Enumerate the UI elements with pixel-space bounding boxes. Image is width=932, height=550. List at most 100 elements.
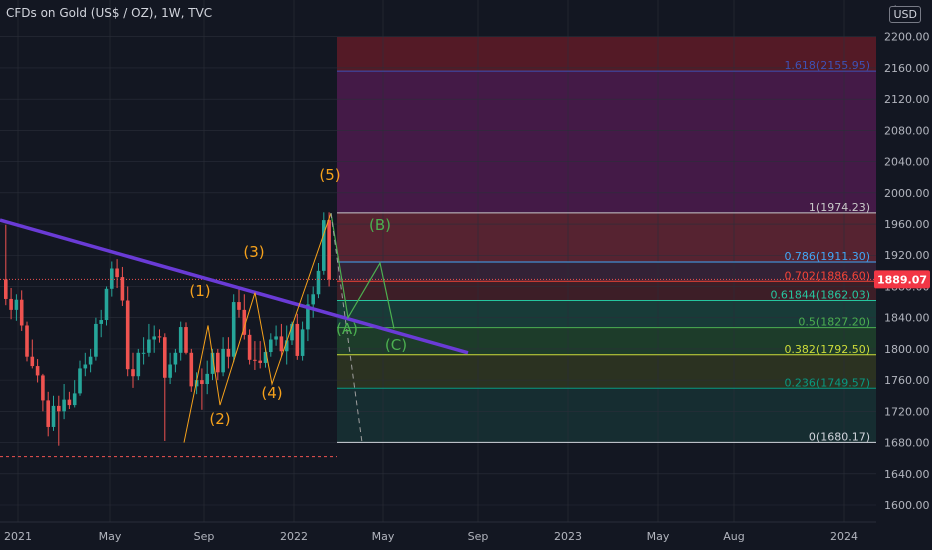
last-price-tag [874, 270, 930, 289]
candle-body [221, 348, 225, 373]
candle-body [4, 279, 8, 299]
candle-body [19, 299, 24, 326]
candle-body [311, 294, 315, 305]
candle-body [46, 400, 50, 427]
candle-body [237, 302, 241, 310]
candle-body [231, 302, 236, 357]
price-tick-label: 1920.00 [884, 249, 930, 262]
fib-zone [337, 388, 876, 443]
corrective-wave-path [330, 212, 395, 329]
price-tick-label: 2000.00 [884, 187, 930, 200]
fib-level-label: 0.61844(1862.03) [770, 288, 870, 301]
price-tick-label: 1760.00 [884, 374, 930, 387]
candle-body [322, 220, 326, 271]
impulse-wave-path [183, 212, 332, 443]
last-price-value: 1889.07 [877, 273, 927, 286]
price-tick-label: 1840.00 [884, 312, 930, 325]
candle-body [216, 352, 220, 373]
candle-body [141, 352, 146, 354]
candle-body [94, 323, 98, 357]
time-tick-label: 2023 [554, 530, 582, 543]
fib-level-label: 0(1680.17) [809, 430, 870, 443]
price-axis[interactable]: 1600.00 1640.00 1680.00 1720.00 1760.00 1800.… [874, 0, 932, 550]
price-tick-label: 2160.00 [884, 62, 930, 75]
candle-body [51, 405, 56, 427]
candle-body [9, 298, 13, 310]
fib-zone [337, 262, 876, 282]
candle-body [62, 399, 66, 412]
time-tick-label: May [372, 530, 395, 543]
candle-body [67, 399, 72, 406]
price-tick-label: 2040.00 [884, 156, 930, 169]
price-tick-label: 1720.00 [884, 405, 930, 418]
trendline [0, 218, 469, 355]
candle-body [200, 380, 204, 385]
candle-body [327, 220, 331, 280]
grid [0, 0, 876, 522]
candle-body [25, 325, 29, 357]
candle-body [205, 373, 209, 385]
candle-body [147, 339, 151, 353]
wave-label: (4) [261, 384, 282, 402]
time-tick-label: 2022 [280, 530, 308, 543]
time-tick-label: 2024 [830, 530, 858, 543]
time-tick-label: 2021 [4, 530, 32, 543]
candle-body [120, 277, 125, 301]
candle-body [163, 337, 167, 378]
candle-body [178, 327, 183, 353]
candle-body [269, 339, 273, 353]
candle-body [104, 288, 109, 321]
wave-label: (3) [243, 243, 264, 261]
wave-label: (2) [209, 410, 230, 428]
time-axis-bg [0, 522, 876, 550]
time-axis[interactable]: 2021 May Sep 2022 May Sep 2023 May Aug 2024 [0, 521, 876, 550]
corrective-label: (B) [369, 216, 391, 234]
candle-body [35, 366, 40, 376]
candle-body [284, 340, 289, 352]
symbol-title[interactable]: CFDs on Gold (US$ / OZ), 1W, TVC [6, 6, 213, 20]
candle-body [57, 405, 61, 412]
time-tick-label: May [647, 530, 670, 543]
fib-level-label: 0.5(1827.20) [798, 316, 870, 329]
fib-zone [337, 281, 876, 301]
candle-body [295, 323, 300, 356]
wave-label: (5) [319, 166, 340, 184]
fib-zone-top [337, 36, 876, 72]
time-tick-label: Aug [723, 530, 744, 543]
candle-body [184, 327, 188, 353]
candle-body [41, 375, 45, 401]
price-tick-label: 1680.00 [884, 437, 930, 450]
fib-level-label: 0.702(1886.60) [784, 269, 870, 282]
wave-labels: (1) (2) (3) (4) (5) (A) (B) (C) [189, 166, 407, 428]
candle-body [279, 336, 284, 352]
corrective-label: (A) [336, 320, 358, 338]
candle-body [99, 320, 103, 324]
fib-level-label: 1.618(2155.95) [784, 59, 870, 72]
candle-body [136, 352, 141, 377]
corrective-label: (C) [385, 336, 407, 354]
candle-body [173, 352, 178, 365]
drawings: 0(1680.17) 0.236(1749.57) 0.382(1792.50) 0.… [0, 59, 876, 458]
fib-zone [337, 300, 876, 328]
candle-body [316, 270, 321, 295]
fib-zone [337, 212, 876, 263]
candle-body [72, 393, 77, 406]
candle-body [247, 334, 252, 360]
candle-body [88, 356, 93, 365]
candle-body [14, 299, 19, 310]
currency-button[interactable]: USD [889, 6, 921, 23]
time-tick-label: May [99, 530, 122, 543]
candle-body [226, 348, 231, 357]
price-tick-label: 1600.00 [884, 499, 930, 512]
price-tick-label: 2200.00 [884, 31, 930, 44]
candle-body [258, 360, 262, 363]
fib-level-label: 1(1974.23) [809, 201, 870, 214]
fib-zone [337, 71, 876, 213]
candle-body [168, 364, 172, 378]
wave-label: (1) [189, 282, 210, 300]
price-tick-label: 2120.00 [884, 93, 930, 106]
projection-path [330, 213, 363, 443]
candle-body [189, 352, 194, 387]
candle-body [306, 304, 310, 330]
